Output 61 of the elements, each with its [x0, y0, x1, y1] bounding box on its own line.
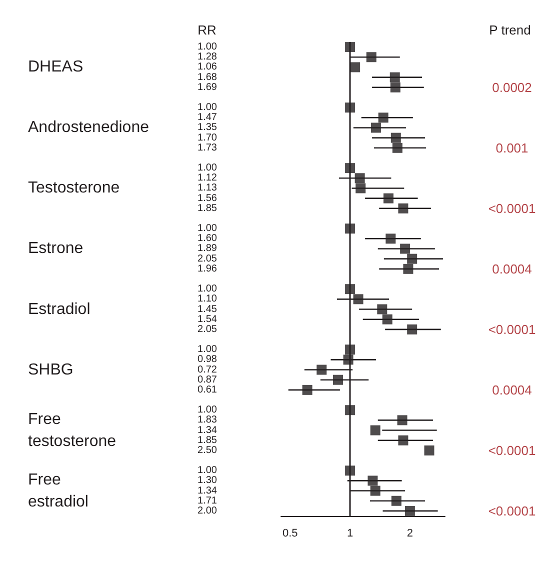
text: <0.0001 [488, 322, 536, 337]
x-tick-label: 2 [406, 528, 414, 540]
y-tick-label: 1.00 [198, 223, 218, 234]
y-tick-label: 2.50 [198, 444, 218, 456]
text: Testosterone [28, 180, 120, 197]
y-tick-label: 1.71 [198, 495, 218, 506]
y-tick-label: 2.05 [198, 253, 218, 264]
y-tick-label: 1.00 [198, 42, 218, 53]
y-tick-label: 1.68 [198, 72, 218, 83]
y-tick-label: 0.61 [198, 384, 218, 396]
text: <0.0001 [488, 442, 536, 458]
y-tick-label: 1.00 [198, 102, 218, 114]
text: <0.0001 [488, 200, 536, 216]
y-tick-label: 1.00 [198, 162, 218, 174]
text: 0.0004 [492, 261, 532, 276]
text: SHBG [28, 361, 74, 378]
text: <0.0001 [488, 503, 536, 518]
y-tick-label: 1.73 [198, 142, 218, 154]
y-tick-label: 1.10 [198, 294, 218, 305]
y-tick-label: 1.56 [198, 192, 218, 204]
y-tick-label: 1.34 [198, 485, 218, 496]
text: 0.0002 [492, 80, 532, 95]
y-tick-label: 1.13 [198, 182, 218, 194]
y-tick-label: 1.06 [198, 62, 218, 73]
y-tick-label: 1.28 [198, 52, 218, 63]
text: RR [198, 22, 216, 38]
text: Estradiol [28, 300, 90, 318]
text: 0.0004 [492, 382, 532, 398]
y-tick-label: 1.45 [198, 304, 218, 315]
y-tick-label: 2.00 [198, 505, 218, 516]
text: Free testosterone [28, 410, 116, 450]
y-tick-label: 1.54 [198, 314, 218, 325]
y-tick-label: 1.34 [198, 424, 218, 436]
y-tick-label: 1.00 [198, 344, 218, 356]
y-tick-label: 1.83 [198, 414, 218, 426]
y-tick-label: 0.98 [198, 354, 218, 366]
y-tick-label: 0.87 [198, 374, 218, 386]
y-tick-label: 1.12 [198, 172, 218, 184]
text: Estrone [28, 240, 84, 258]
text: Androstenedione [28, 119, 150, 136]
y-tick-label: 1.89 [198, 243, 218, 254]
y-tick-label: 1.69 [198, 82, 218, 93]
text: Free estradiol [28, 471, 88, 510]
y-tick-label: 1.00 [198, 465, 218, 476]
y-tick-label: 1.00 [198, 284, 218, 295]
text: 0.001 [496, 140, 528, 156]
x-tick-label: 0.5 [282, 528, 298, 540]
y-tick-label: 1.35 [198, 122, 218, 134]
y-tick-label: 2.05 [198, 324, 218, 335]
y-tick-label: 1.85 [198, 202, 218, 214]
text: P trend [489, 22, 531, 38]
y-tick-label: 1.85 [198, 434, 218, 446]
y-tick-label: 1.96 [198, 263, 218, 274]
y-tick-label: 1.70 [198, 132, 218, 144]
y-tick-label: 0.72 [198, 364, 218, 376]
x-tick-label: 1 [346, 528, 354, 540]
y-tick-label: 1.47 [198, 112, 218, 124]
y-tick-label: 1.60 [198, 233, 218, 244]
y-tick-label: 1.00 [198, 404, 218, 416]
text: DHEAS [28, 58, 84, 76]
y-tick-label: 1.30 [198, 475, 218, 486]
